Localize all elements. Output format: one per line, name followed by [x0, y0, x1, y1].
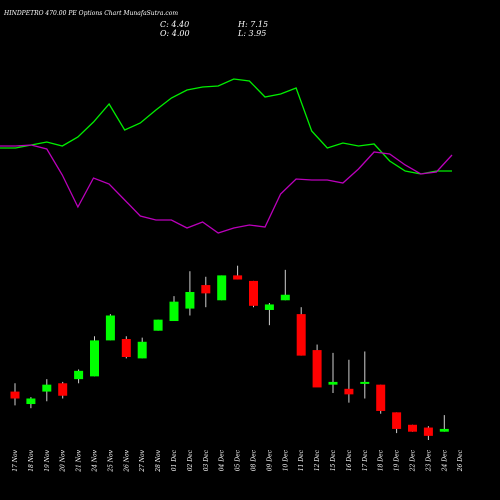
candle-body — [153, 319, 163, 331]
x-tick-label: 16 Dec — [346, 449, 353, 471]
x-tick-label: 22 Dec — [410, 449, 417, 472]
candle-body — [344, 388, 354, 395]
candle-body — [233, 275, 243, 280]
candle — [169, 296, 179, 322]
candle — [233, 265, 243, 280]
candle-body — [312, 350, 322, 388]
x-axis-labels: 17 Nov 18 Nov 19 Nov 20 Nov 21 Nov 24 Nov 25 N… — [12, 449, 464, 472]
x-tick-label: 26 Nov — [123, 449, 130, 472]
candle — [408, 424, 417, 432]
x-tick-label: 28 Nov — [155, 449, 162, 472]
candle-body — [74, 370, 84, 380]
candle-body — [90, 340, 99, 377]
close-value: C: 4.40 — [160, 20, 190, 29]
candle-body — [439, 428, 449, 432]
candle — [121, 336, 131, 359]
high-value: H: 7.15 — [238, 20, 269, 29]
candle — [185, 271, 195, 316]
candle — [249, 280, 258, 308]
candle-body — [296, 314, 306, 356]
candle — [153, 319, 163, 331]
candle-body — [392, 412, 402, 429]
x-tick-label: 24 Dec — [441, 449, 448, 472]
candle-body — [328, 381, 338, 385]
candle-body — [249, 280, 258, 306]
candle — [376, 384, 386, 414]
x-tick-label: 08 Dec — [251, 449, 258, 471]
candlestick-panel — [10, 265, 449, 440]
x-tick-label: 18 Nov — [28, 449, 35, 471]
x-tick-label: 20 Nov — [60, 449, 67, 472]
candle — [312, 344, 322, 388]
candle — [105, 314, 115, 341]
x-tick-label: 24 Nov — [92, 449, 99, 472]
x-tick-label: 10 Dec — [282, 449, 289, 471]
candle — [74, 369, 84, 384]
x-tick-label: 25 Nov — [107, 449, 114, 472]
x-tick-label: 11 Dec — [298, 449, 305, 471]
candle-body — [26, 398, 36, 405]
candle — [328, 352, 338, 393]
x-tick-label: 18 Dec — [378, 449, 385, 471]
chart-title: HINDPETRO 470.00 PE Options Chart Munafa… — [4, 10, 179, 17]
x-tick-label: 09 Dec — [266, 449, 273, 471]
x-tick-label: 21 Nov — [76, 449, 83, 472]
x-tick-label: 17 Dec — [362, 449, 369, 471]
candle-body — [42, 384, 52, 392]
x-tick-label: 26 Dec — [457, 449, 464, 472]
candle-body — [121, 339, 131, 357]
x-tick-label: 01 Dec — [171, 449, 178, 471]
candle — [26, 397, 36, 409]
candle — [280, 269, 290, 301]
candle — [439, 415, 449, 432]
candle — [10, 383, 20, 406]
x-tick-label: 12 Dec — [314, 449, 321, 471]
candle-body — [137, 341, 147, 359]
candle-body — [217, 275, 227, 301]
low-value: L: 3.95 — [238, 29, 267, 38]
candle-body — [10, 391, 20, 399]
open-value: O: 4.00 — [160, 29, 190, 38]
candle-body — [280, 294, 290, 301]
candle — [423, 426, 433, 440]
candle-body — [360, 381, 370, 384]
candle-body — [169, 301, 179, 322]
indicator-panel — [0, 78, 453, 234]
candle-body — [58, 383, 68, 396]
x-tick-label: 05 Dec — [235, 449, 242, 471]
x-tick-label: 03 Dec — [203, 449, 210, 471]
x-tick-label: 02 Dec — [187, 449, 194, 471]
candle-body — [105, 315, 115, 341]
candle — [137, 337, 147, 359]
candle — [360, 351, 370, 399]
indicator-line-2 — [0, 144, 453, 234]
x-tick-label: 04 Dec — [219, 449, 226, 471]
candle — [344, 359, 354, 403]
x-tick-label: 15 Dec — [330, 449, 337, 471]
x-tick-label: 23 Dec — [425, 449, 432, 472]
candle — [90, 336, 99, 377]
x-tick-label: 19 Nov — [44, 449, 51, 471]
candle — [392, 412, 402, 434]
candle-body — [408, 424, 417, 432]
candle-body — [201, 285, 211, 294]
candle — [201, 276, 211, 308]
candle — [58, 381, 68, 399]
candle-body — [376, 384, 386, 411]
x-tick-label: 27 Nov — [139, 449, 146, 472]
x-tick-label: 19 Dec — [394, 449, 401, 471]
candle-body — [423, 427, 433, 436]
indicator-line-1 — [0, 78, 452, 175]
candle-body — [264, 304, 274, 310]
candle — [264, 303, 274, 326]
candle — [296, 307, 306, 356]
candle — [42, 379, 52, 402]
candle — [217, 275, 227, 301]
x-tick-label: 17 Nov — [12, 449, 19, 471]
candle-body — [185, 291, 195, 309]
